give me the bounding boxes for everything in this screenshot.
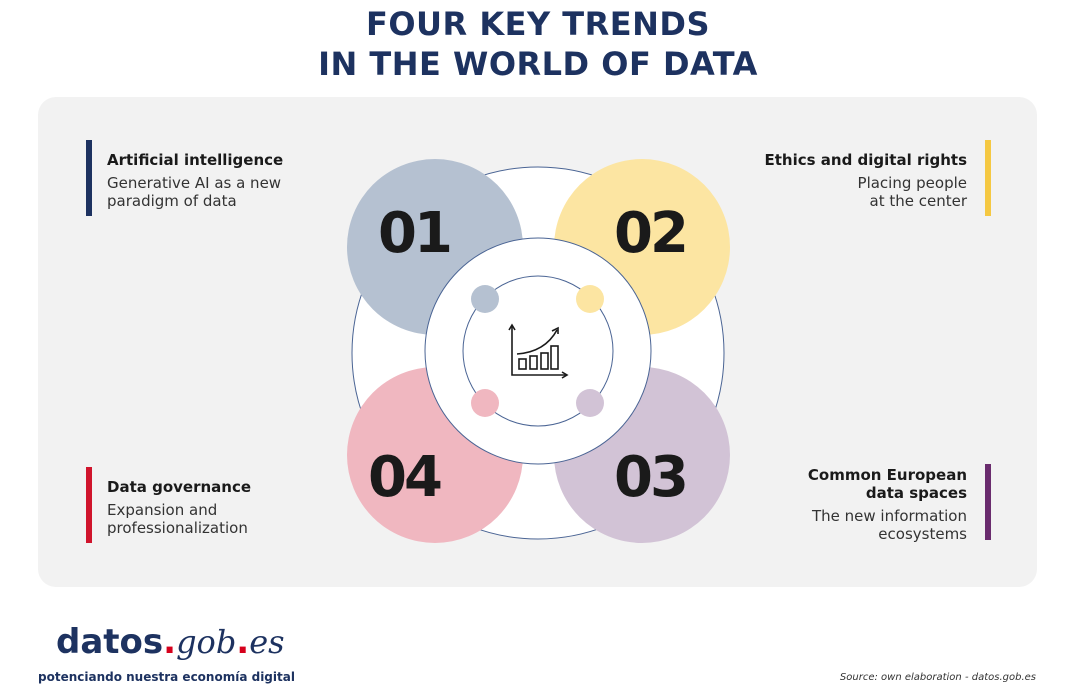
trend-number-04: 04 (368, 445, 441, 510)
dot-02 (576, 285, 604, 313)
logo-dot: . (236, 622, 250, 662)
trend-04-accent-bar (86, 467, 92, 543)
trend-number-01: 01 (378, 201, 450, 266)
logo-part-datos: datos (56, 622, 164, 662)
trend-03-heading-line2: data spaces (865, 484, 967, 502)
trend-03-heading-line1: Common European (807, 466, 967, 484)
inner-circle (424, 237, 652, 465)
logo-tagline: potenciando nuestra economía digital (38, 670, 295, 684)
trend-01-text: Artificial intelligence Generative AI as… (107, 151, 283, 210)
datos-gob-es-logo: datos.gob.es (56, 622, 285, 662)
title-line-2: IN THE WORLD OF DATA (318, 45, 758, 83)
trend-04-desc-line1: Expansion and (107, 501, 218, 519)
trend-02-desc-line1: Placing people (857, 174, 967, 192)
trend-03-text: Common European data spaces The new info… (808, 466, 967, 543)
title-line-1: FOUR KEY TRENDS (365, 5, 710, 43)
trend-02-text: Ethics and digital rights Placing people… (764, 151, 967, 210)
source-note: Source: own elaboration - datos.gob.es (839, 672, 1036, 683)
growth-chart-icon (508, 323, 569, 379)
trend-04-text: Data governance Expansion and profession… (107, 478, 251, 537)
trend-02-heading: Ethics and digital rights (764, 151, 967, 169)
trend-02-accent-bar (985, 140, 991, 216)
trend-04-desc-line2: professionalization (107, 519, 248, 537)
logo-part-gob: gob (176, 623, 237, 661)
trend-number-03: 03 (614, 445, 686, 510)
trend-02-desc-line2: at the center (869, 192, 968, 210)
trend-04-heading: Data governance (107, 478, 252, 496)
trend-01-desc-line1: Generative AI as a new (107, 174, 282, 192)
trend-03-desc-line1: The new information (811, 507, 967, 525)
dot-04 (471, 389, 499, 417)
dot-03 (576, 389, 604, 417)
trend-01-accent-bar (86, 140, 92, 216)
trend-01-desc-line2: paradigm of data (107, 192, 237, 210)
logo-part-es: es (249, 623, 285, 661)
dot-01 (471, 285, 499, 313)
trend-01-heading: Artificial intelligence (107, 151, 284, 169)
trend-03-accent-bar (985, 464, 991, 540)
trend-03-desc-line2: ecosystems (878, 525, 967, 543)
trend-number-02: 02 (614, 201, 686, 266)
inner-ring (462, 275, 614, 427)
page-title: FOUR KEY TRENDS IN THE WORLD OF DATA (0, 4, 1076, 84)
logo-dot: . (163, 622, 177, 662)
